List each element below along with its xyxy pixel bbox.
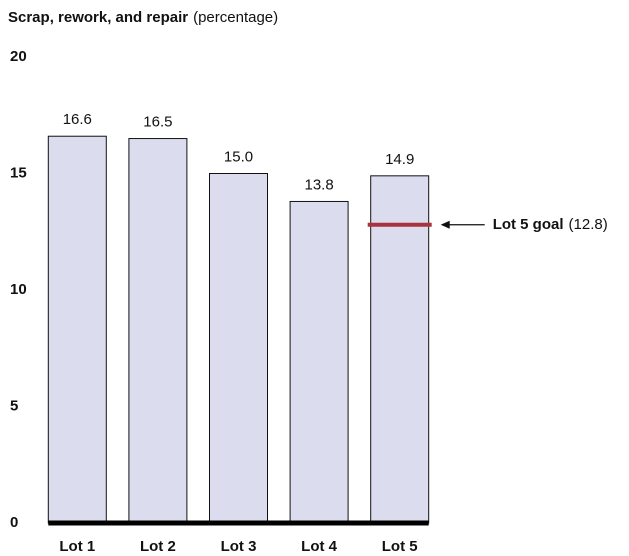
title-text: Scrap, rework, and repair — [8, 9, 188, 26]
y-tick-label: 5 — [10, 397, 18, 414]
bar — [209, 173, 268, 524]
value-label: 13.8 — [304, 176, 333, 193]
value-label: 15.0 — [224, 148, 253, 165]
goal-value-label: (12.8) — [569, 216, 608, 233]
y-tick-label: 0 — [10, 514, 18, 531]
x-tick-label: Lot 3 — [221, 538, 257, 555]
bar — [370, 175, 430, 524]
subtitle-text: (percentage) — [193, 9, 278, 26]
x-tick-label: Lot 5 — [382, 538, 418, 555]
goal-label: Lot 5 goal — [493, 216, 564, 233]
x-tick-label: Lot 4 — [301, 538, 337, 555]
bar — [128, 138, 188, 524]
chart-title: Scrap, rework, and repair (percentage) — [8, 9, 278, 26]
y-tick-label: 20 — [10, 48, 27, 65]
goal-annotation: Lot 5 goal (12.8) — [493, 216, 608, 233]
value-label: 14.9 — [385, 151, 414, 168]
x-tick-label: Lot 2 — [140, 538, 176, 555]
y-tick-label: 15 — [10, 164, 27, 181]
bar — [289, 200, 349, 524]
y-tick-label: 10 — [10, 281, 27, 298]
value-label: 16.5 — [143, 114, 172, 131]
value-label: 16.6 — [63, 111, 92, 128]
bar — [47, 135, 107, 524]
goal-arrow-head — [440, 220, 450, 229]
x-tick-label: Lot 1 — [59, 538, 95, 555]
